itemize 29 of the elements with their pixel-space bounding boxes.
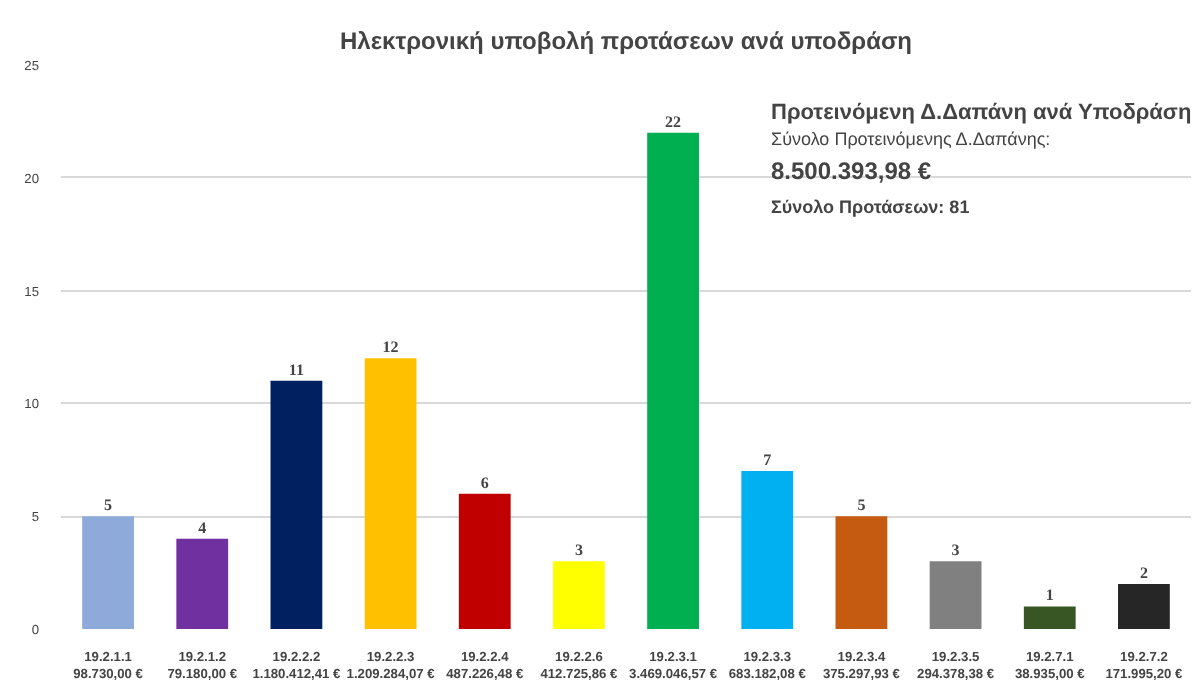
chart-title: Ηλεκτρονική υποβολή προτάσεων ανά υποδράση [340,27,912,55]
data-label: 22 [665,112,682,131]
bar [553,561,605,629]
data-label: 3 [951,541,960,560]
bar [1118,583,1170,629]
data-label: 7 [763,451,772,470]
data-label: 3 [574,541,583,560]
bar [82,516,134,629]
bar [458,493,511,629]
bar [176,538,229,629]
bar [835,516,888,629]
data-label: 5 [857,496,866,515]
annotation: 8.500.393,98 € [771,157,932,185]
bar [364,358,417,629]
data-label: 4 [198,518,207,537]
bar [741,471,794,629]
data-label: 2 [1139,563,1148,582]
annotation: Σύνολο Προτάσεων: 81 [771,197,970,217]
annotation: Σύνολο Προτεινόμενης Δ.Δαπάνης: [771,129,1051,149]
bar [647,132,699,629]
bar [1023,606,1076,629]
data-label: 5 [104,496,113,515]
data-label: 6 [480,473,489,492]
data-label: 12 [382,338,399,357]
data-label: 1 [1045,586,1054,605]
bar [270,380,323,629]
annotation: Προτεινόμενη Δ.Δαπάνη ανά Υποδράση [771,101,1192,125]
bar [929,561,982,629]
data-label: 11 [288,360,304,379]
